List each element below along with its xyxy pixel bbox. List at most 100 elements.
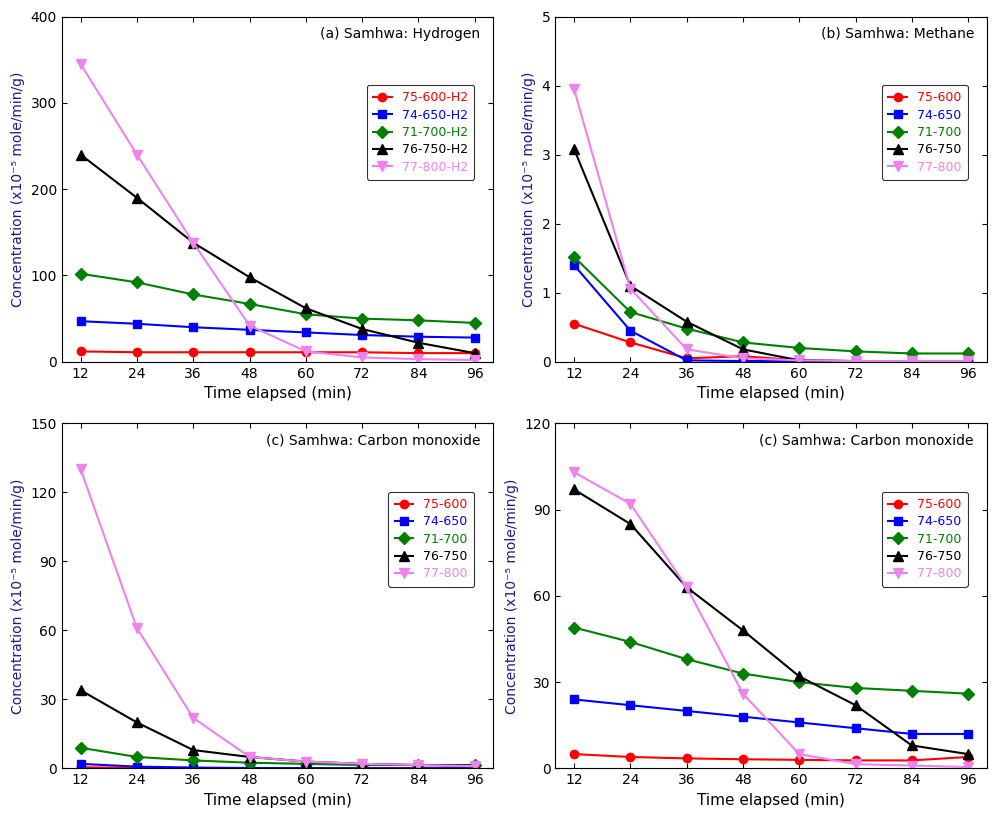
76-750 xyxy=(131,717,143,727)
77-800 xyxy=(906,761,918,771)
76-750 xyxy=(737,345,748,355)
71-700 xyxy=(188,755,200,765)
71-700 xyxy=(625,307,637,317)
75-600 xyxy=(906,755,918,765)
Line: 76-750: 76-750 xyxy=(569,144,973,366)
Line: 74-650: 74-650 xyxy=(77,760,479,772)
75-600-H2 xyxy=(356,347,368,357)
75-600 xyxy=(737,754,748,764)
76-750 xyxy=(793,672,805,681)
71-700 xyxy=(131,752,143,762)
75-600 xyxy=(131,762,143,772)
76-750 xyxy=(244,752,255,762)
75-600 xyxy=(469,763,481,773)
77-800 xyxy=(737,353,748,363)
Legend: 75-600, 74-650, 71-700, 76-750, 77-800: 75-600, 74-650, 71-700, 76-750, 77-800 xyxy=(388,491,474,586)
74-650 xyxy=(681,706,693,716)
74-650 xyxy=(793,717,805,727)
Line: 75-600: 75-600 xyxy=(570,750,972,765)
Line: 76-750: 76-750 xyxy=(76,686,480,771)
75-600 xyxy=(793,755,805,765)
75-600 xyxy=(188,763,200,773)
75-600-H2 xyxy=(75,346,87,356)
76-750-H2 xyxy=(412,338,424,348)
76-750 xyxy=(849,356,861,366)
Text: (b) Samhwa: Methane: (b) Samhwa: Methane xyxy=(820,27,974,41)
Y-axis label: Concentration (x10⁻⁵ mole/min/g): Concentration (x10⁻⁵ mole/min/g) xyxy=(11,478,25,713)
Line: 71-700-H2: 71-700-H2 xyxy=(77,269,479,327)
77-800 xyxy=(962,762,974,772)
76-750 xyxy=(299,757,311,767)
74-650 xyxy=(75,759,87,769)
71-700 xyxy=(244,758,255,767)
74-650-H2 xyxy=(356,330,368,340)
75-600 xyxy=(962,356,974,366)
76-750 xyxy=(849,700,861,710)
77-800-H2 xyxy=(75,59,87,69)
71-700-H2 xyxy=(299,310,311,319)
76-750-H2 xyxy=(469,348,481,358)
75-600 xyxy=(681,753,693,763)
71-700 xyxy=(299,759,311,769)
77-800 xyxy=(356,759,368,769)
76-750-H2 xyxy=(244,272,255,282)
71-700 xyxy=(75,743,87,753)
Y-axis label: Concentration (x10⁻⁵ mole/min/g): Concentration (x10⁻⁵ mole/min/g) xyxy=(505,478,519,713)
Y-axis label: Concentration (x10⁻⁵ mole/min/g): Concentration (x10⁻⁵ mole/min/g) xyxy=(11,71,25,307)
77-800-H2 xyxy=(188,238,200,247)
71-700 xyxy=(737,668,748,678)
Line: 71-700: 71-700 xyxy=(570,623,972,698)
Legend: 75-600, 74-650, 71-700, 76-750, 77-800: 75-600, 74-650, 71-700, 76-750, 77-800 xyxy=(882,85,968,180)
77-800 xyxy=(75,464,87,474)
75-600 xyxy=(356,763,368,773)
71-700 xyxy=(906,349,918,359)
76-750-H2 xyxy=(299,303,311,313)
Line: 71-700: 71-700 xyxy=(77,744,479,769)
77-800 xyxy=(188,713,200,722)
75-600-H2 xyxy=(299,347,311,357)
74-650 xyxy=(299,763,311,773)
76-750 xyxy=(906,356,918,366)
71-700 xyxy=(962,349,974,359)
77-800-H2 xyxy=(299,346,311,356)
77-800 xyxy=(625,499,637,509)
75-600-H2 xyxy=(188,347,200,357)
71-700-H2 xyxy=(244,299,255,309)
74-650-H2 xyxy=(299,328,311,337)
76-750-H2 xyxy=(75,150,87,160)
71-700 xyxy=(681,324,693,333)
75-600 xyxy=(412,763,424,773)
Line: 74-650-H2: 74-650-H2 xyxy=(77,317,479,342)
75-600 xyxy=(625,337,637,347)
X-axis label: Time elapsed (min): Time elapsed (min) xyxy=(698,793,845,808)
Line: 76-750: 76-750 xyxy=(569,485,973,759)
74-650 xyxy=(188,762,200,772)
74-650 xyxy=(737,356,748,366)
74-650-H2 xyxy=(412,332,424,342)
76-750 xyxy=(568,144,580,154)
Line: 75-600-H2: 75-600-H2 xyxy=(77,347,479,357)
77-800 xyxy=(131,623,143,633)
71-700 xyxy=(793,343,805,353)
Legend: 75-600-H2, 74-650-H2, 71-700-H2, 76-750-H2, 77-800-H2: 75-600-H2, 74-650-H2, 71-700-H2, 76-750-… xyxy=(366,85,474,180)
X-axis label: Time elapsed (min): Time elapsed (min) xyxy=(698,387,845,401)
76-750 xyxy=(962,356,974,366)
74-650 xyxy=(568,695,580,704)
Line: 76-750-H2: 76-750-H2 xyxy=(76,150,480,358)
77-800 xyxy=(793,749,805,759)
Line: 77-800: 77-800 xyxy=(569,468,973,771)
75-600-H2 xyxy=(244,347,255,357)
74-650-H2 xyxy=(469,333,481,342)
74-650-H2 xyxy=(131,319,143,328)
71-700-H2 xyxy=(131,278,143,287)
71-700-H2 xyxy=(412,315,424,325)
76-750 xyxy=(681,582,693,592)
77-800-H2 xyxy=(469,355,481,365)
74-650-H2 xyxy=(244,325,255,335)
71-700 xyxy=(469,760,481,770)
75-600 xyxy=(568,319,580,328)
77-800 xyxy=(849,759,861,769)
77-800 xyxy=(568,468,580,477)
75-600 xyxy=(849,755,861,765)
76-750 xyxy=(75,686,87,695)
